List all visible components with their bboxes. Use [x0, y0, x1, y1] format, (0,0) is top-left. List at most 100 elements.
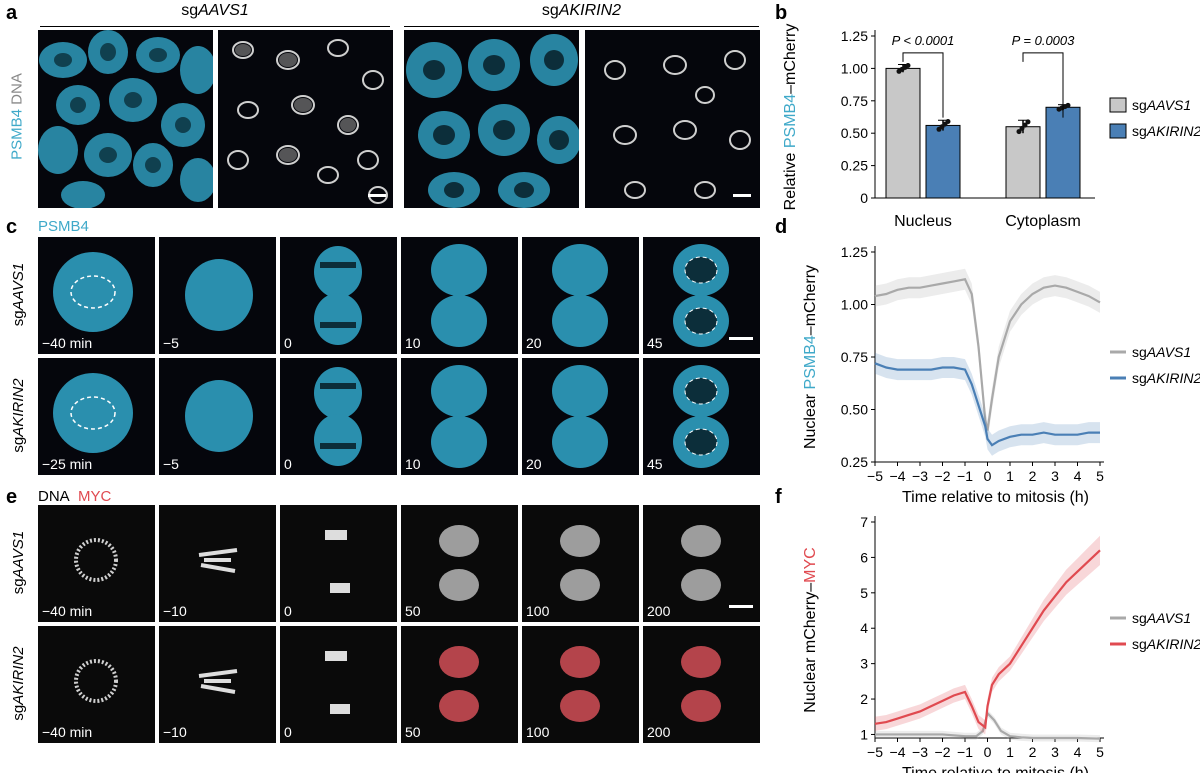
micrograph-a-aavs1-psmb4: [38, 30, 213, 208]
cell: [185, 259, 253, 331]
y-tick-label: 3: [860, 656, 868, 672]
bar: [1005, 126, 1041, 199]
cell-image: [552, 244, 608, 347]
cell-image: [431, 244, 487, 347]
y-axis-label: Nuclear mCherry–MYC: [802, 547, 819, 712]
micrograph-c-r1-t2: 0: [280, 358, 397, 475]
nucleus-outline: [70, 396, 116, 430]
time-label: 20: [526, 456, 542, 472]
row-label-row-e-0: sgAAVS1: [9, 530, 27, 594]
y-tick-label: 6: [860, 549, 868, 565]
x-tick-label: −1: [957, 468, 973, 484]
nucleus: [681, 690, 721, 722]
legend-swatch: [1109, 123, 1127, 139]
legend-label: sgAKIRIN2: [1132, 370, 1200, 386]
x-tick-label: 3: [1051, 744, 1059, 760]
cell-image: [74, 538, 118, 582]
x-category-label: Cytoplasm: [1005, 213, 1081, 230]
chromosomes: [198, 548, 238, 573]
data-point: [1065, 102, 1071, 108]
bar: [1045, 106, 1081, 199]
time-label: 20: [526, 335, 542, 351]
data-point: [1022, 122, 1028, 128]
legend-swatch: [1109, 97, 1127, 113]
x-category-label: Nucleus: [894, 213, 952, 230]
time-label: 0: [284, 724, 292, 740]
cell-image: [325, 530, 350, 593]
p-value-label: P = 0.0003: [1012, 33, 1076, 48]
time-label: 50: [405, 603, 421, 619]
y-tick-label: 2: [860, 691, 868, 707]
y-tick-label: 0.50: [841, 402, 868, 418]
group-line-akirin2-a: [404, 26, 759, 27]
x-tick-label: 3: [1051, 468, 1059, 484]
micrograph-c-r0-t1: −5: [159, 237, 276, 354]
time-label: −10: [163, 724, 187, 740]
panel-label-e: e: [6, 486, 18, 508]
cell: [314, 246, 362, 298]
chromatin: [320, 443, 356, 449]
y-tick-label: 4: [860, 620, 868, 636]
myc-label-e: MYC: [78, 488, 112, 505]
nucleus-outline: [684, 428, 718, 456]
time-label: −40 min: [42, 603, 93, 619]
time-label: 0: [284, 335, 292, 351]
significance-bracket: [1022, 52, 1064, 118]
time-label: 200: [647, 724, 671, 740]
time-label: 0: [284, 603, 292, 619]
psmb4-title-c: PSMB4: [38, 218, 89, 235]
y-tick-label: 0.50: [841, 125, 868, 141]
micrograph-a-aavs1-dna: [218, 30, 393, 208]
panel-label-f: f: [775, 486, 782, 508]
legend-label: sgAAVS1: [1132, 610, 1191, 626]
nuclei-image: [227, 39, 388, 204]
x-tick-label: 2: [1029, 744, 1037, 760]
cell-image: [681, 646, 721, 722]
micrograph-c-r1-t4: 20: [522, 358, 639, 475]
panel-label-b: b: [775, 2, 788, 24]
cell-image: [560, 646, 600, 722]
cell: [314, 293, 362, 345]
y-tick-label: 5: [860, 585, 868, 601]
chromatin: [320, 383, 356, 389]
nucleus: [439, 569, 479, 601]
cell-image: [53, 252, 133, 332]
cell-image: [681, 525, 721, 601]
nucleus: [681, 646, 721, 678]
x-tick-label: 0: [984, 744, 992, 760]
legend-label: sgAKIRIN2: [1132, 123, 1200, 139]
row-label-row-c-1: sgAKIRIN2: [9, 377, 27, 453]
x-axis-label: Time relative to mitosis (h): [902, 765, 1089, 773]
y-tick-label: 7: [860, 514, 868, 530]
group-label-akirin2-a: sgAKIRIN2: [541, 2, 622, 19]
data-point: [1025, 119, 1031, 125]
x-tick-label: −3: [912, 744, 928, 760]
p-value-label: P < 0.0001: [892, 33, 955, 48]
y-axis-label: Relative PSMB4–mCherry: [782, 24, 799, 211]
row-label-row-e-1: sgAKIRIN2: [9, 645, 27, 721]
cell: [552, 416, 608, 468]
time-label: −40 min: [42, 724, 93, 740]
dna-label-e: DNA: [38, 488, 70, 505]
micrograph-e-r0-t4: 100: [522, 505, 639, 622]
micrograph-e-r1-t5: 200: [643, 626, 760, 743]
micrograph-e-r1-t2: 0: [280, 626, 397, 743]
cell: [431, 365, 487, 417]
cell-image: [325, 651, 350, 714]
nucleus: [560, 569, 600, 601]
y-tick-label: 1: [860, 726, 868, 742]
micrograph-c-r1-t5: 45: [643, 358, 760, 475]
cell-image: [439, 525, 479, 601]
time-label: 100: [526, 603, 550, 619]
cell-image: [431, 365, 487, 468]
y-tick-label: 0.25: [841, 454, 868, 470]
micrograph-c-r0-t4: 20: [522, 237, 639, 354]
cell-image: [53, 373, 133, 453]
cell-image: [673, 365, 729, 468]
micrograph-c-r0-t5: 45: [643, 237, 760, 354]
psmb4-label: PSMB4: [8, 109, 26, 160]
x-tick-label: 4: [1074, 744, 1082, 760]
legend-label: sgAAVS1: [1132, 97, 1191, 113]
micrograph-e-r0-t5: 200: [643, 505, 760, 622]
cell-image: [185, 259, 253, 331]
